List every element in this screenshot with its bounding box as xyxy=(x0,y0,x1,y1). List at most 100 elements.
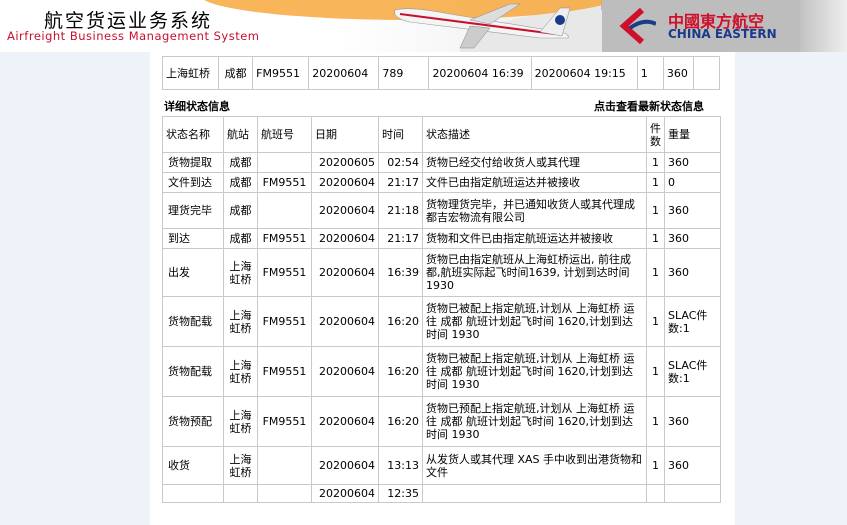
table-cell xyxy=(257,446,312,485)
table-cell: 货物已被配上指定航班,计划从 上海虹桥 运往 成都 航班计划起飞时间 1620,… xyxy=(422,296,647,347)
flight-summary-table: 上海虹桥 成都 FM9551 20200604 789 20200604 16:39 202… xyxy=(161,56,721,90)
table-cell: 上海虹桥 xyxy=(223,396,258,447)
system-title: 航空货运业务系统 xyxy=(44,10,213,32)
table-cell: 货物配载 xyxy=(162,296,224,347)
summary-row: 上海虹桥 成都 FM9551 20200604 789 20200604 16:39 202… xyxy=(161,56,721,90)
refresh-status-link[interactable]: 点击查看最新状态信息 xyxy=(594,100,704,113)
summary-cell: 789 xyxy=(378,56,430,90)
table-cell: 360 xyxy=(664,152,721,173)
table-row: 收货 上海虹桥 20200604 13:13 从发货人或其代理 XAS 手中收到出港货物… xyxy=(162,446,721,485)
table-cell: 20200604 xyxy=(311,446,379,485)
table-cell: 到达 xyxy=(162,228,224,249)
table-cell: 货物已被配上指定航班,计划从 上海虹桥 运往 成都 航班计划起飞时间 1620,… xyxy=(422,346,647,397)
column-header: 状态描述 xyxy=(422,116,647,153)
table-cell xyxy=(257,152,312,173)
summary-cell: 成都 xyxy=(218,56,254,90)
system-subtitle: Airfreight Business Management System xyxy=(7,29,260,43)
table-cell: 上海虹桥 xyxy=(223,248,258,297)
status-table: 状态名称 航站 航班号 日期 时间 状态描述 件数 重量 货物提取 成都 20200605 02:54… xyxy=(162,116,721,503)
table-cell: 20200604 xyxy=(311,296,379,347)
table-cell xyxy=(646,484,665,503)
table-cell: 360 xyxy=(664,228,721,249)
table-cell: 0 xyxy=(664,172,721,193)
table-cell: 1 xyxy=(646,396,665,447)
column-header: 航站 xyxy=(223,116,258,153)
table-cell: 1 xyxy=(646,192,665,229)
table-cell: 货物已经交付给收货人或其代理 xyxy=(422,152,647,173)
table-cell: 20200604 xyxy=(311,248,379,297)
table-cell: FM9551 xyxy=(257,248,312,297)
summary-cell: 20200604 16:39 xyxy=(428,56,532,90)
table-cell: 货物已由指定航班从上海虹桥运出, 前往成都,航班实际起飞时间1639, 计划到达… xyxy=(422,248,647,297)
table-cell: 20200604 xyxy=(311,192,379,229)
table-cell: 货物配载 xyxy=(162,346,224,397)
table-cell xyxy=(664,484,721,503)
table-cell: 货物提取 xyxy=(162,152,224,173)
table-row: 出发 上海虹桥 FM9551 20200604 16:39 货物已由指定航班从上海虹桥运出… xyxy=(162,248,721,297)
table-cell: 21:18 xyxy=(378,192,423,229)
table-cell: 16:20 xyxy=(378,296,423,347)
column-header: 重量 xyxy=(664,116,721,153)
table-cell: 13:13 xyxy=(378,446,423,485)
table-cell: 1 xyxy=(646,152,665,173)
column-header: 日期 xyxy=(311,116,379,153)
summary-cell: 360 xyxy=(662,56,694,90)
summary-cell: 1 xyxy=(636,56,664,90)
china-eastern-logo-icon xyxy=(619,8,656,44)
table-cell: 20200605 xyxy=(311,152,379,173)
column-header: 件数 xyxy=(646,116,665,153)
table-row: 20200604 12:35 xyxy=(162,484,721,503)
section-title: 详细状态信息 xyxy=(164,100,230,113)
table-row: 文件到达 成都 FM9551 20200604 21:17 文件已由指定航班运达并被接收 1… xyxy=(162,172,721,193)
table-cell: 20200604 xyxy=(311,172,379,193)
summary-cell: 上海虹桥 xyxy=(161,56,220,90)
table-row: 货物配载 上海虹桥 FM9551 20200604 16:20 货物已被配上指定航班,计划… xyxy=(162,296,721,347)
column-header: 时间 xyxy=(378,116,423,153)
table-cell: 成都 xyxy=(223,172,258,193)
logo-text-en: CHINA EASTERN xyxy=(668,27,777,41)
table-cell: 1 xyxy=(646,346,665,397)
summary-cell: 20200604 xyxy=(308,56,380,90)
table-cell: 360 xyxy=(664,192,721,229)
section-header: 详细状态信息 点击查看最新状态信息 xyxy=(164,98,704,114)
table-cell: 从发货人或其代理 XAS 手中收到出港货物和文件 xyxy=(422,446,647,485)
table-cell: 21:17 xyxy=(378,172,423,193)
table-cell: 1 xyxy=(646,248,665,297)
summary-cell xyxy=(692,56,721,90)
table-row: 理货完毕 成都 20200604 21:18 货物理货完毕，并已通知收货人或其代理成都吉… xyxy=(162,192,721,229)
table-cell: 12:35 xyxy=(378,484,423,503)
table-cell: SLAC件数:1 xyxy=(664,346,721,397)
table-cell xyxy=(422,484,647,503)
table-cell: 20200604 xyxy=(311,396,379,447)
column-header: 航班号 xyxy=(257,116,312,153)
table-cell: FM9551 xyxy=(257,228,312,249)
table-cell: 成都 xyxy=(223,192,258,229)
table-cell: 上海虹桥 xyxy=(223,346,258,397)
table-header-row: 状态名称 航站 航班号 日期 时间 状态描述 件数 重量 xyxy=(162,116,721,153)
table-cell: 1 xyxy=(646,446,665,485)
main-content: 上海虹桥 成都 FM9551 20200604 789 20200604 16:39 202… xyxy=(150,52,735,525)
table-row: 货物配载 上海虹桥 FM9551 20200604 16:20 货物已被配上指定航班,计划… xyxy=(162,346,721,397)
table-row: 货物提取 成都 20200605 02:54 货物已经交付给收货人或其代理 1 360 xyxy=(162,152,721,173)
table-cell: 02:54 xyxy=(378,152,423,173)
table-cell: 1 xyxy=(646,172,665,193)
logo-text-cn: 中國東方航空 xyxy=(668,12,765,31)
table-cell: 货物预配 xyxy=(162,396,224,447)
table-cell: 成都 xyxy=(223,228,258,249)
table-cell: 文件到达 xyxy=(162,172,224,193)
table-cell: 20200604 xyxy=(311,484,379,503)
table-cell: 1 xyxy=(646,228,665,249)
table-row: 到达 成都 FM9551 20200604 21:17 货物和文件已由指定航班运达并被接收… xyxy=(162,228,721,249)
table-cell: 16:20 xyxy=(378,346,423,397)
table-cell: FM9551 xyxy=(257,172,312,193)
table-cell xyxy=(162,484,224,503)
table-row: 货物预配 上海虹桥 FM9551 20200604 16:20 货物已预配上指定航班,计划… xyxy=(162,396,721,447)
table-cell: 360 xyxy=(664,248,721,297)
app-header: 航空货运业务系统 Airfreight Business Management … xyxy=(0,0,847,52)
table-cell: 上海虹桥 xyxy=(223,296,258,347)
table-cell: 16:20 xyxy=(378,396,423,447)
table-cell: 20200604 xyxy=(311,228,379,249)
table-cell: 360 xyxy=(664,396,721,447)
table-cell: 文件已由指定航班运达并被接收 xyxy=(422,172,647,193)
table-cell: 20200604 xyxy=(311,346,379,397)
